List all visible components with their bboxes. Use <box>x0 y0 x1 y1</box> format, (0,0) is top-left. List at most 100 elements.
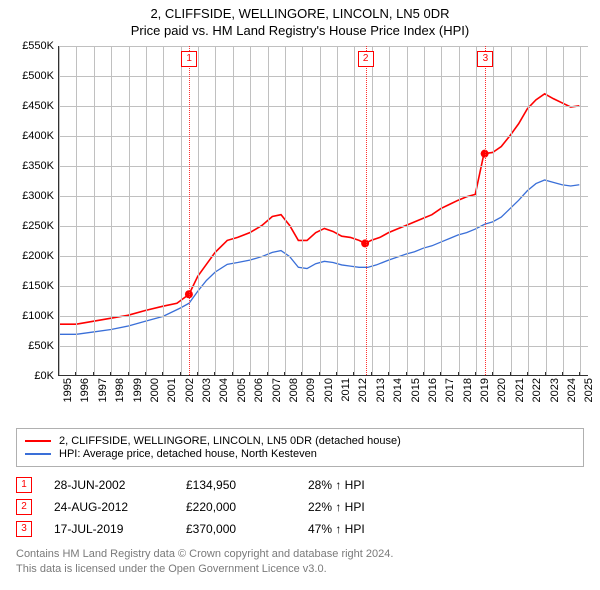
chart-titles: 2, CLIFFSIDE, WELLINGORE, LINCOLN, LN5 0… <box>8 6 592 38</box>
y-tick-label: £200K <box>22 250 54 262</box>
vgrid-line <box>354 46 355 375</box>
hgrid-line <box>59 346 588 347</box>
y-tick-label: £100K <box>22 310 54 322</box>
vgrid-line <box>372 46 373 375</box>
y-tick-label: £300K <box>22 190 54 202</box>
footnote-line1: Contains HM Land Registry data © Crown c… <box>16 547 584 562</box>
plot-inner: 123 <box>58 46 588 376</box>
x-tick-label: 2006 <box>253 378 265 402</box>
chart-title-address: 2, CLIFFSIDE, WELLINGORE, LINCOLN, LN5 0… <box>8 6 592 21</box>
event-vline <box>366 46 367 375</box>
hgrid-line <box>59 316 588 317</box>
event-marker-box: 3 <box>477 51 493 67</box>
vgrid-line <box>285 46 286 375</box>
hgrid-line <box>59 76 588 77</box>
x-tick-label: 2013 <box>375 378 387 402</box>
x-tick-label: 2009 <box>305 378 317 402</box>
plot-area: £0K£50K£100K£150K£200K£250K£300K£350K£40… <box>58 46 588 376</box>
x-tick-label: 2003 <box>201 378 213 402</box>
vgrid-line <box>580 46 581 375</box>
x-tick-label: 2023 <box>549 378 561 402</box>
hgrid-line <box>59 46 588 47</box>
y-tick-label: £250K <box>22 220 54 232</box>
vgrid-line <box>129 46 130 375</box>
hgrid-line <box>59 226 588 227</box>
vgrid-line <box>389 46 390 375</box>
vgrid-line <box>59 46 60 375</box>
x-tick-label: 2020 <box>496 378 508 402</box>
x-tick-label: 2011 <box>340 378 352 402</box>
event-row: 1 28-JUN-2002 £134,950 28% ↑ HPI <box>16 477 584 493</box>
vgrid-line <box>76 46 77 375</box>
vgrid-line <box>320 46 321 375</box>
x-axis: 1995199619971998199920002001200220032004… <box>58 376 588 418</box>
vgrid-line <box>163 46 164 375</box>
event-row: 224-AUG-2012£220,00022% ↑ HPI <box>16 499 584 515</box>
x-tick-label: 2021 <box>514 378 526 402</box>
x-tick-label: 1997 <box>97 378 109 402</box>
event-price: £134,950 <box>186 478 286 492</box>
hgrid-line <box>59 106 588 107</box>
x-tick-label: 1995 <box>62 378 74 402</box>
x-tick-label: 2024 <box>566 378 578 402</box>
event-date: 28-JUN-2002 <box>54 478 164 492</box>
x-tick-label: 2001 <box>166 378 178 402</box>
vgrid-line <box>302 46 303 375</box>
event-marker-box: 1 <box>181 51 197 67</box>
hgrid-line <box>59 196 588 197</box>
event-row: 317-JUL-2019£370,00047% ↑ HPI <box>16 521 584 537</box>
chart-container: 2, CLIFFSIDE, WELLINGORE, LINCOLN, LN5 0… <box>0 0 600 585</box>
vgrid-line <box>215 46 216 375</box>
y-tick-label: £500K <box>22 70 54 82</box>
x-tick-label: 2016 <box>427 378 439 402</box>
vgrid-line <box>441 46 442 375</box>
legend-item: HPI: Average price, detached house, Nort… <box>25 448 575 460</box>
vgrid-line <box>528 46 529 375</box>
x-tick-label: 2000 <box>149 378 161 402</box>
vgrid-line <box>337 46 338 375</box>
x-tick-label: 2007 <box>271 378 283 402</box>
legend-swatch <box>25 453 51 455</box>
x-tick-label: 2025 <box>583 378 595 402</box>
vgrid-line <box>250 46 251 375</box>
vgrid-line <box>424 46 425 375</box>
x-tick-label: 2014 <box>392 378 404 402</box>
x-tick-label: 2012 <box>357 378 369 402</box>
hgrid-line <box>59 136 588 137</box>
legend-item: 2, CLIFFSIDE, WELLINGORE, LINCOLN, LN5 0… <box>25 435 575 447</box>
x-tick-label: 2019 <box>479 378 491 402</box>
event-number-box: 3 <box>16 521 32 537</box>
x-tick-label: 2017 <box>444 378 456 402</box>
y-tick-label: £450K <box>22 100 54 112</box>
footnote: Contains HM Land Registry data © Crown c… <box>16 547 584 577</box>
y-axis: £0K£50K£100K£150K£200K£250K£300K£350K£40… <box>8 46 58 376</box>
legend-swatch <box>25 440 51 442</box>
x-tick-label: 2008 <box>288 378 300 402</box>
x-tick-label: 2010 <box>323 378 335 402</box>
vgrid-line <box>181 46 182 375</box>
y-tick-label: £50K <box>28 340 54 352</box>
event-date: 17-JUL-2019 <box>54 522 164 536</box>
event-price: £220,000 <box>186 500 286 514</box>
x-tick-label: 2002 <box>184 378 196 402</box>
event-pct-vs-hpi: 22% ↑ HPI <box>308 500 365 514</box>
legend-label: HPI: Average price, detached house, Nort… <box>59 448 317 460</box>
footnote-line2: This data is licensed under the Open Gov… <box>16 562 584 577</box>
vgrid-line <box>493 46 494 375</box>
event-vline <box>189 46 190 375</box>
event-number-box: 1 <box>16 477 32 493</box>
vgrid-line <box>94 46 95 375</box>
hgrid-line <box>59 286 588 287</box>
event-pct-vs-hpi: 28% ↑ HPI <box>308 478 365 492</box>
y-tick-label: £0K <box>34 370 54 382</box>
events-table: 128-JUN-2002£134,95028% ↑ HPI224-AUG-201… <box>16 477 584 537</box>
vgrid-line <box>459 46 460 375</box>
vgrid-line <box>407 46 408 375</box>
chart-svg <box>59 46 588 375</box>
x-tick-label: 2005 <box>236 378 248 402</box>
y-tick-label: £550K <box>22 40 54 52</box>
vgrid-line <box>146 46 147 375</box>
vgrid-line <box>111 46 112 375</box>
y-tick-label: £150K <box>22 280 54 292</box>
event-number-box: 2 <box>16 499 32 515</box>
